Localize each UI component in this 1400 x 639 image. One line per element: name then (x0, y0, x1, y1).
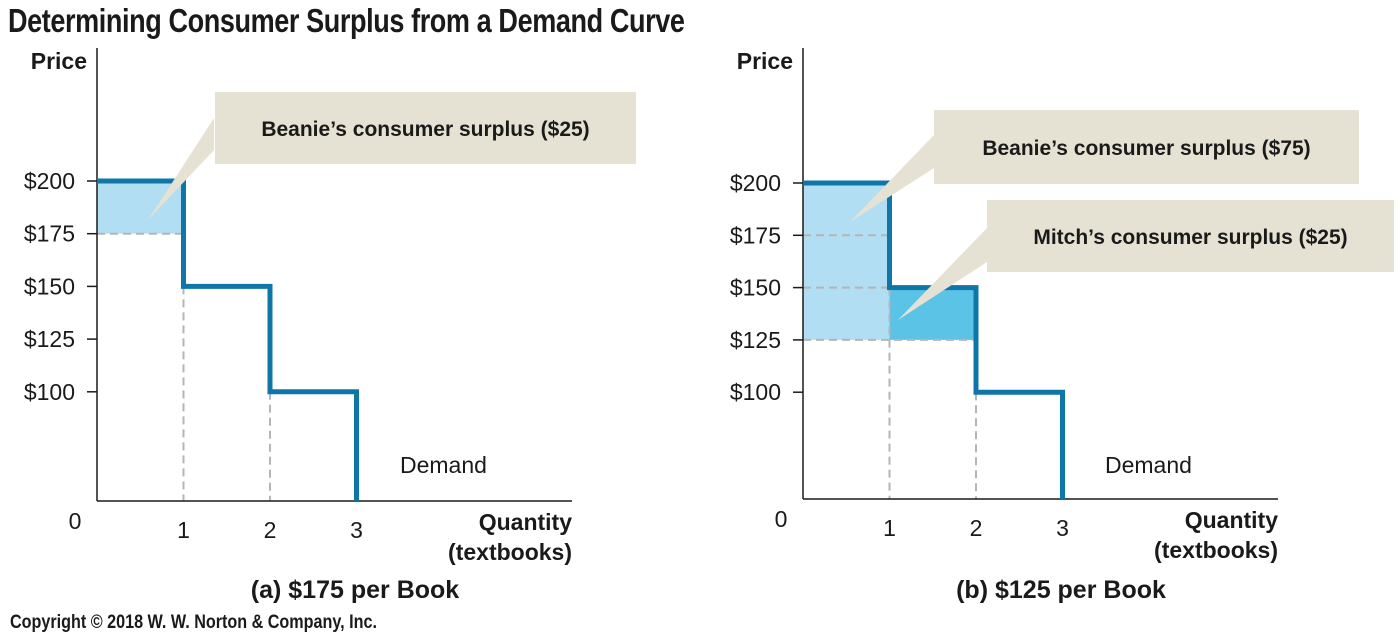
x-tick-label-a-2: 2 (264, 517, 277, 543)
y-tick-label-b-100: $100 (730, 379, 781, 405)
x-tick-label-a-1: 1 (177, 517, 190, 543)
x-axis-label-b: Quantity (1185, 507, 1278, 533)
x-tick-label-b-2: 2 (970, 515, 983, 541)
x-axis-unit-b: (textbooks) (1154, 537, 1278, 563)
x-axis-unit-a: (textbooks) (448, 539, 572, 565)
demand-label-a: Demand (400, 452, 487, 478)
y-tick-label-b-175: $175 (730, 222, 781, 248)
panel-caption-b: (b) $125 per Book (956, 576, 1166, 604)
callout-box-b-1 (934, 110, 1359, 184)
y-axis-label-a: Price (31, 48, 87, 74)
callout-text-b-1: Beanie’s consumer surplus ($75) (982, 137, 1310, 160)
callout-box-a-1 (215, 92, 636, 164)
page-title: Determining Consumer Surplus from a Dema… (8, 2, 685, 39)
callout-box-b-2 (987, 200, 1394, 272)
callout-pointer-a-1 (148, 118, 214, 220)
y-tick-label-a-175: $175 (24, 221, 75, 247)
callout-pointer-b-2 (898, 228, 987, 320)
y-tick-label-b-150: $150 (730, 275, 781, 301)
copyright-notice: Copyright © 2018 W. W. Norton & Company,… (10, 612, 377, 633)
callout-text-b-2: Mitch’s consumer surplus ($25) (1033, 226, 1347, 249)
x-axis-label-a: Quantity (479, 509, 572, 535)
origin-label-b: 0 (775, 506, 788, 532)
x-tick-label-b-1: 1 (883, 515, 896, 541)
y-tick-label-b-200: $200 (730, 170, 781, 196)
y-tick-label-a-150: $150 (24, 273, 75, 299)
panel-caption-a: (a) $175 per Book (251, 576, 460, 604)
x-tick-label-a-3: 3 (350, 517, 363, 543)
callout-text-a-1: Beanie’s consumer surplus ($25) (261, 118, 589, 141)
y-tick-label-a-125: $125 (24, 326, 75, 352)
x-tick-label-b-3: 3 (1056, 515, 1069, 541)
y-tick-label-a-100: $100 (24, 379, 75, 405)
y-tick-label-a-200: $200 (24, 168, 75, 194)
y-tick-label-b-125: $125 (730, 327, 781, 353)
surplus-region-b-1 (803, 183, 890, 340)
demand-label-b: Demand (1105, 452, 1192, 478)
y-axis-label-b: Price (737, 48, 793, 74)
callout-pointer-b-1 (850, 135, 934, 222)
origin-label-a: 0 (69, 508, 82, 534)
